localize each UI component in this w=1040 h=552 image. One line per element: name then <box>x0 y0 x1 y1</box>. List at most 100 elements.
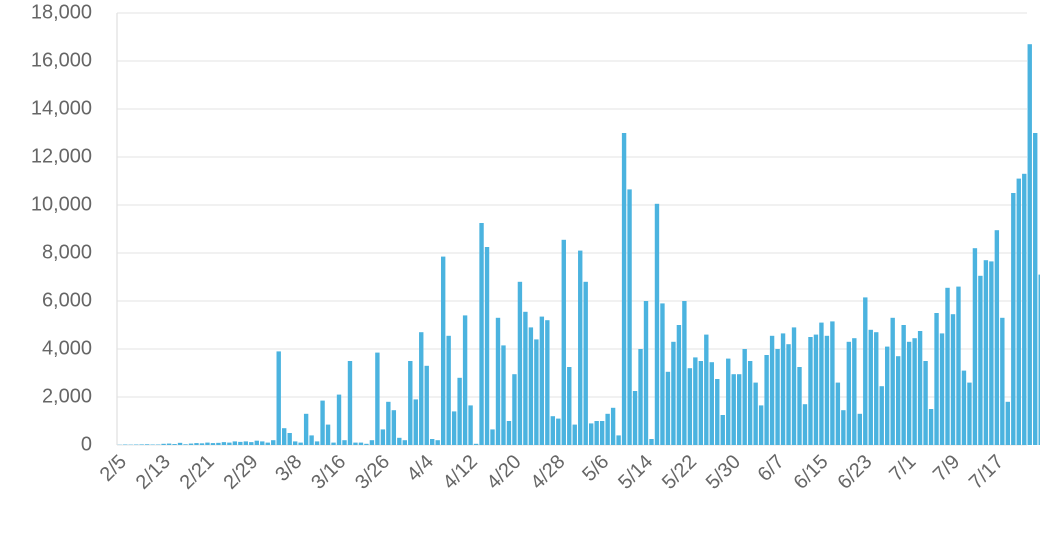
bar <box>205 443 209 445</box>
bar <box>715 379 719 445</box>
bar <box>589 423 593 445</box>
bar <box>375 353 379 445</box>
bar <box>825 336 829 445</box>
bar <box>819 323 823 445</box>
bar <box>403 440 407 445</box>
bar <box>973 248 977 445</box>
bar <box>880 386 884 445</box>
bar <box>858 414 862 445</box>
bar <box>885 347 889 445</box>
bar <box>315 441 319 445</box>
bar <box>397 438 401 445</box>
bar <box>649 439 653 445</box>
bar <box>627 189 631 445</box>
bar <box>721 415 725 445</box>
bar <box>326 425 330 445</box>
bar <box>945 288 949 445</box>
bar <box>381 429 385 445</box>
bar <box>189 444 193 445</box>
bar <box>512 374 516 445</box>
bar <box>956 287 960 445</box>
bar <box>167 444 171 445</box>
bar <box>545 320 549 445</box>
bar <box>1017 179 1021 445</box>
x-tick-label: 6/23 <box>833 451 876 494</box>
x-tick-label: 4/4 <box>403 451 438 486</box>
bar <box>578 251 582 445</box>
bar <box>194 443 198 445</box>
bar <box>682 301 686 445</box>
x-tick-label: 5/30 <box>702 451 745 494</box>
bar <box>441 257 445 445</box>
bar <box>699 361 703 445</box>
bar <box>518 282 522 445</box>
bar <box>891 318 895 445</box>
bar <box>562 240 566 445</box>
bar <box>573 425 577 445</box>
bar <box>364 444 368 445</box>
x-tick-label: 4/20 <box>483 451 526 494</box>
bar <box>847 342 851 445</box>
x-tick-label: 2/13 <box>132 451 175 494</box>
y-tick-label: 2,000 <box>42 385 92 407</box>
bar <box>753 383 757 445</box>
bar <box>704 335 708 445</box>
x-tick-label: 5/22 <box>658 451 701 494</box>
x-tick-label: 6/7 <box>754 451 789 486</box>
bar <box>759 405 763 445</box>
bar <box>145 444 149 445</box>
bar <box>923 361 927 445</box>
bar <box>233 441 237 445</box>
bar <box>468 405 472 445</box>
bar <box>764 355 768 445</box>
bar <box>611 408 615 445</box>
bar <box>271 440 275 445</box>
y-tick-label: 4,000 <box>42 337 92 359</box>
bar <box>984 260 988 445</box>
bar <box>430 439 434 445</box>
y-tick-label: 12,000 <box>31 145 92 167</box>
bar <box>331 443 335 445</box>
x-tick-label: 3/26 <box>351 451 394 494</box>
bar <box>392 410 396 445</box>
bar <box>490 429 494 445</box>
bar <box>989 261 993 445</box>
bar <box>287 433 291 445</box>
bar <box>726 359 730 445</box>
bar <box>967 383 971 445</box>
bar <box>386 402 390 445</box>
x-tick-label: 7/17 <box>965 451 1008 494</box>
bar <box>419 332 423 445</box>
bar <box>485 247 489 445</box>
bar <box>567 367 571 445</box>
bar <box>172 444 176 445</box>
bar <box>616 435 620 445</box>
bar <box>359 443 363 445</box>
bar <box>934 313 938 445</box>
bar <box>501 345 505 445</box>
bar <box>732 374 736 445</box>
bar <box>929 409 933 445</box>
x-tick-label: 4/28 <box>526 451 569 494</box>
bar <box>178 443 182 445</box>
bar <box>255 441 259 445</box>
bar <box>863 297 867 445</box>
y-tick-label: 6,000 <box>42 289 92 311</box>
x-tick-label: 3/8 <box>271 451 306 486</box>
bar <box>896 356 900 445</box>
bar <box>260 441 264 445</box>
bar <box>161 444 165 445</box>
bar <box>841 410 845 445</box>
bar <box>655 204 659 445</box>
bar <box>836 383 840 445</box>
bar <box>293 441 297 445</box>
bar <box>414 399 418 445</box>
bar <box>978 276 982 445</box>
bar <box>786 344 790 445</box>
bar <box>742 349 746 445</box>
bar <box>1011 193 1015 445</box>
y-tick-label: 0 <box>81 433 92 455</box>
bar <box>912 338 916 445</box>
bar <box>249 442 253 445</box>
